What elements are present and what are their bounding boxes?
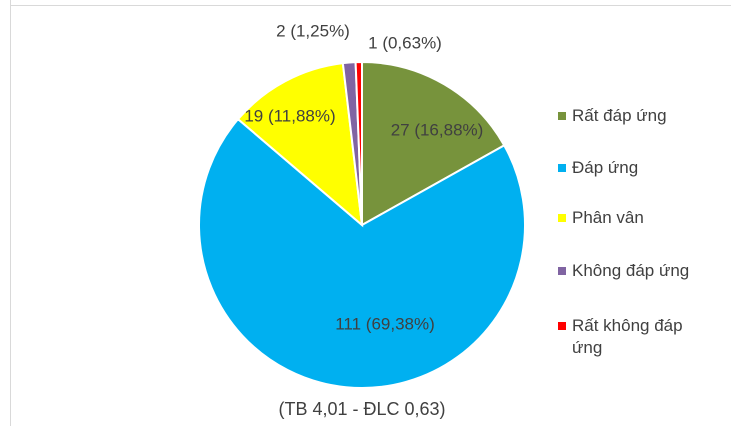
data-label: 111 (69,38%) bbox=[335, 314, 435, 333]
legend-label: Đáp ứng bbox=[572, 158, 639, 177]
legend-label: Không đáp ứng bbox=[572, 261, 690, 280]
legend-entry: Đáp ứng bbox=[558, 157, 722, 179]
legend-label: Rất đáp ứng bbox=[572, 106, 667, 125]
data-label: 1 (0,63%) bbox=[368, 33, 442, 52]
legend-swatch bbox=[558, 164, 566, 172]
legend-label: Rất không đáp ứng bbox=[572, 316, 683, 357]
data-label: 19 (11,88%) bbox=[244, 106, 335, 125]
legend-swatch bbox=[558, 322, 566, 330]
legend-swatch bbox=[558, 112, 566, 120]
legend-swatch bbox=[558, 267, 566, 275]
legend-label: Phân vân bbox=[572, 208, 644, 227]
pie-slice bbox=[354, 60, 363, 226]
pie-slice bbox=[198, 117, 526, 389]
pie-slice bbox=[236, 62, 364, 228]
pie-slice bbox=[361, 60, 506, 227]
legend-entry: Rất đáp ứng bbox=[558, 105, 722, 127]
caption: (TB 4,01 - ĐLC 0,63) bbox=[278, 399, 445, 419]
data-label: 2 (1,25%) bbox=[276, 21, 350, 40]
legend-swatch bbox=[558, 214, 566, 222]
legend-entry: Rất không đáp ứng bbox=[558, 315, 722, 359]
legend-entry: Không đáp ứng bbox=[558, 260, 722, 282]
data-label: 27 (16,88%) bbox=[391, 120, 484, 139]
legend-entry: Phân vân bbox=[558, 207, 722, 229]
